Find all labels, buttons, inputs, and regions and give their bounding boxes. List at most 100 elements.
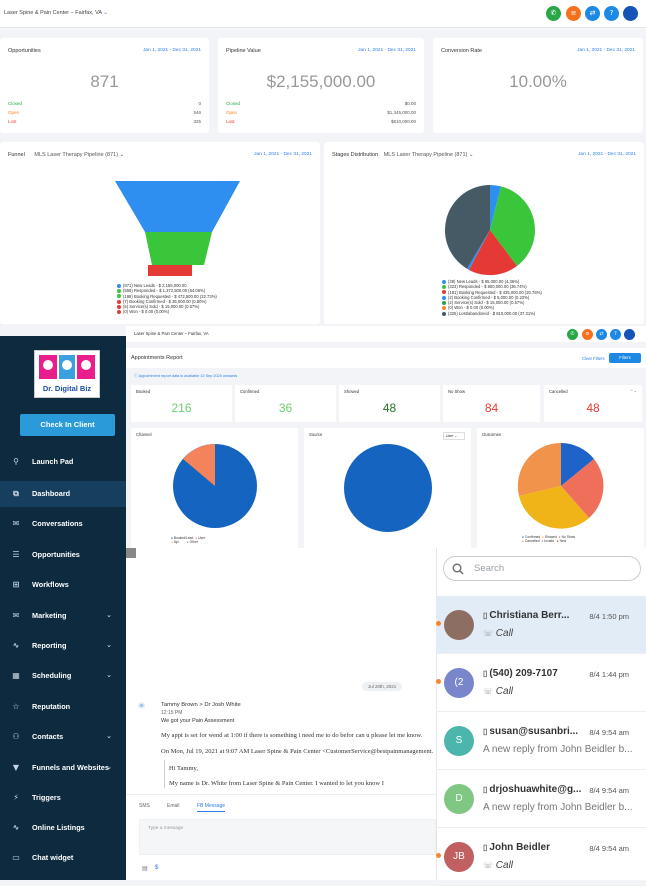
avatar-icon[interactable] — [623, 6, 638, 21]
avatar: D — [444, 784, 474, 814]
sidebar-item-workflows[interactable]: ⊞ Workflows — [0, 572, 126, 598]
search-input[interactable]: Search — [443, 556, 641, 581]
tab-sms[interactable]: SMS — [139, 803, 150, 809]
sidebar-item-opportunities[interactable]: ☰ Opportunities — [0, 542, 126, 568]
swap-icon[interactable]: ⇄ — [585, 6, 600, 21]
sidebar-item-label: Dashboard — [32, 489, 71, 498]
avatar-icon[interactable] — [624, 329, 635, 340]
channel-icon: ▯ — [483, 843, 488, 852]
search-placeholder: Search — [474, 563, 505, 574]
card-value: 10.00% — [509, 72, 567, 91]
avatar: (2 — [444, 668, 474, 698]
appt-top-bar: Laser Spine & Pain Center – Fairfax, VA … — [126, 326, 646, 342]
sidebar-item-label: Reporting — [32, 641, 67, 650]
person-icon: ⚇ — [12, 732, 20, 741]
help-icon[interactable]: ? — [610, 329, 621, 340]
card-title: Conversion Rate — [441, 48, 482, 54]
conversation-time: 8/4 1:44 pm — [589, 670, 629, 679]
contact-name: ▯ (540) 209-7107 — [483, 668, 558, 679]
sidebar-item-label: Contacts — [32, 732, 64, 741]
chevron-down-icon: ⌄ — [103, 10, 108, 16]
channel-pie-chart — [173, 444, 257, 528]
sidebar-item-marketing[interactable]: ✉ Marketing ⌄ — [0, 603, 126, 629]
sidebar-item-chat-widget[interactable]: ▭ Chat widget — [0, 845, 126, 871]
filter-icon: ▼ — [12, 763, 20, 772]
chevron-down-icon: ⌄ — [106, 732, 112, 740]
outcomes-legend: ● Confirmed ● Showed ● No Show ● Cancell… — [522, 535, 575, 543]
sidebar-item-scheduling[interactable]: ▦ Scheduling ⌄ — [0, 663, 126, 689]
call-label: ☏ Call — [483, 686, 514, 697]
dashboard-panel: Laser Spine & Pain Center – Fairfax, VA … — [0, 0, 646, 336]
sidebar-item-funnels-and-websites[interactable]: ▼ Funnels and Websites ⌄ — [0, 755, 126, 781]
contact-name: ▯ susan@susanbri... — [483, 726, 579, 737]
sidebar-item-conversations[interactable]: ✉ Conversations — [0, 511, 126, 537]
message-subject: We got your Pain Assessment — [161, 718, 235, 724]
clear-filters-link[interactable]: Clear Filters — [582, 356, 605, 361]
date-range[interactable]: Jan 1, 2021 - Dec 31, 2021 — [577, 48, 635, 53]
stack-icon: ☰ — [12, 550, 20, 559]
sidebar-item-reputation[interactable]: ☆ Reputation — [0, 694, 126, 720]
conversation-item[interactable]: ▯ Christiana Berr... 8/4 1:50 pm ☏ Call — [436, 596, 646, 654]
contact-name: ▯ drjoshuawhite@g... — [483, 784, 582, 795]
pipeline-select[interactable]: MLS Laser Therapy Pipeline (871) ⌄ — [34, 152, 125, 158]
pulse-icon: ∿ — [12, 823, 20, 832]
sidebar-item-label: Online Listings — [32, 823, 85, 832]
message-time: 12:15 PM — [161, 710, 183, 716]
sidebar-item-triggers[interactable]: ⚡ Triggers — [0, 785, 126, 811]
conversation-item[interactable]: S ▯ susan@susanbri... 8/4 9:54 am A new repl… — [436, 712, 646, 770]
message-preview: A new reply from John Beidler b... — [483, 744, 633, 755]
date-range[interactable]: Jan 1, 2021 - Dec 31, 2021 — [254, 152, 312, 157]
pipeline-select[interactable]: MLS Laser Therapy Pipeline (871) ⌄ — [383, 152, 474, 158]
source-dropdown[interactable]: User ⌄ — [443, 432, 465, 440]
stages-legend: (38) New Leads - $ 95,000.00 (4.36%) (32… — [442, 279, 542, 316]
sidebar-item-contacts[interactable]: ⚇ Contacts ⌄ — [0, 724, 126, 750]
outcomes-chart-card: Outcomes ● Confirmed ● Showed ● No Show … — [477, 428, 644, 548]
conversation-item[interactable]: (2 ▯ (540) 209-7107 8/4 1:44 pm ☏ Call — [436, 654, 646, 712]
date-range[interactable]: Jan 1, 2021 - Dec 31, 2021 — [358, 48, 416, 53]
tab-fb-message[interactable]: FB Message — [197, 803, 226, 812]
sidebar-item-reporting[interactable]: ∿ Reporting ⌄ — [0, 633, 126, 659]
check-in-client-button[interactable]: Check In Client — [20, 414, 115, 436]
email-icon: ✉ — [138, 702, 145, 709]
phone-icon[interactable]: ✆ — [546, 6, 561, 21]
location-switcher[interactable]: Laser Spine & Pain Center – Fairfax, VA … — [4, 10, 108, 16]
menu-icon[interactable]: ≡ — [582, 329, 593, 340]
sort-icon[interactable]: ^ ⌄ — [630, 388, 637, 393]
channel-icon: ▯ — [483, 785, 488, 794]
dollar-icon[interactable]: $ — [155, 865, 159, 871]
stat-confirmed: Confirmed 36 — [235, 385, 336, 422]
sidebar-item-label: Opportunities — [32, 550, 80, 559]
help-icon[interactable]: ? — [604, 6, 619, 21]
swap-icon[interactable]: ⇄ — [596, 329, 607, 340]
date-range[interactable]: Jan 1, 2021 - Dec 31, 2021 — [143, 48, 201, 53]
funnel-booking — [148, 265, 192, 276]
source-chart-card: Source User ⌄ — [304, 428, 471, 548]
unread-dot — [436, 679, 441, 684]
chevron-down-icon: ⌄ — [106, 611, 112, 619]
sidebar-item-online-listings[interactable]: ∿ Online Listings — [0, 815, 126, 841]
menu-icon[interactable]: ≡ — [566, 6, 581, 21]
filters-button[interactable]: Filters — [609, 353, 641, 363]
quoted-message: Hi Tammy, My name is Dr. White from Lase… — [164, 760, 433, 788]
channel-chart-card: Channel ● Booked/Lead ● User ● Api ● Oth… — [131, 428, 298, 548]
sidebar-item-dashboard[interactable]: ⧉ Dashboard — [0, 481, 126, 507]
phone-icon: ☏ — [483, 861, 494, 870]
sidebar-item-launch-pad[interactable]: ⚲ Launch Pad — [0, 449, 126, 475]
conversation-item[interactable]: D ▯ drjoshuawhite@g... 8/4 9:54 am A new rep… — [436, 770, 646, 828]
sidebar-item-label: Funnels and Websites — [32, 763, 109, 772]
dashboard-icon: ⧉ — [13, 489, 19, 498]
attachment-icon[interactable]: ▤ — [142, 866, 148, 872]
location-name: Laser Spine & Pain Center – Fairfax, VA — [4, 10, 102, 16]
call-label: ☏ Call — [483, 628, 514, 639]
tab-email[interactable]: Email — [167, 803, 180, 809]
phone-icon[interactable]: ✆ — [567, 329, 578, 340]
conversation-item[interactable]: JB ▯ John Beidler 8/4 9:54 am ☏ Call — [436, 828, 646, 886]
date-range[interactable]: Jan 1, 2021 - Dec 31, 2021 — [578, 152, 636, 157]
stages-pie-chart — [444, 184, 535, 276]
location-name[interactable]: Laser Spine & Pain Center – Fairfax, VA — [134, 331, 209, 336]
message-preview: A new reply from John Beidler b... — [483, 802, 633, 813]
stat-booked: Booked 216 — [131, 385, 232, 422]
scroll-marker — [126, 548, 136, 558]
message-input[interactable]: Type a message — [139, 819, 436, 855]
card-title: Pipeline Value — [226, 48, 261, 54]
